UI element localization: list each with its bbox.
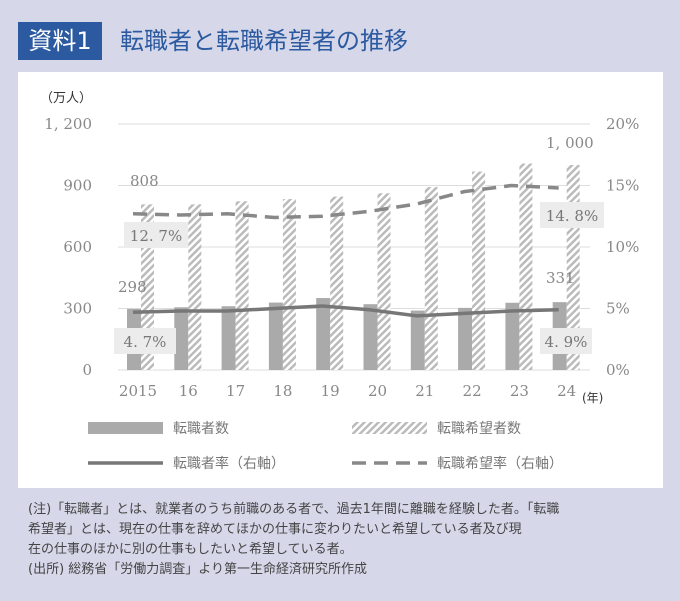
data-label: 808: [130, 172, 159, 190]
bar-kibousha: [472, 171, 486, 370]
legend-label: 転職希望率（右軸）: [437, 455, 563, 472]
x-tick-label: 17: [226, 382, 245, 400]
bar-kibousha: [330, 196, 344, 370]
bar-kibousha: [424, 187, 438, 370]
data-label: 4. 7%: [124, 333, 167, 351]
line-kibou-rate: [132, 183, 559, 220]
legend-swatch-bar: [88, 422, 163, 434]
x-tick-label: 23: [510, 382, 529, 400]
x-axis-unit: (年): [582, 391, 603, 405]
data-label: 331: [546, 269, 575, 287]
legend-swatch-hatched: [352, 422, 427, 434]
figure-badge: 資料1: [18, 22, 102, 60]
x-tick-label: 19: [321, 382, 340, 400]
x-tick-label: 22: [463, 382, 482, 400]
x-tick-label: 16: [179, 382, 198, 400]
data-label: 4. 9%: [545, 333, 588, 351]
legend-label: 転職希望者数: [437, 421, 521, 437]
bar-tenshokusha: [505, 302, 520, 370]
legend-label: 転職者率（右軸）: [173, 455, 285, 472]
bar-kibousha: [235, 201, 249, 370]
footnotes: (注)「転職者」とは、就業者のうち前職のある者で、過去1年間に離職を経験した者。…: [28, 500, 658, 580]
right-tick-label: 20%: [606, 115, 639, 133]
bar-tenshokusha: [363, 304, 378, 370]
x-tick-label: 2015: [119, 382, 157, 400]
bar-tenshokusha: [410, 310, 425, 370]
x-tick-label: 20: [368, 382, 387, 400]
bar-tenshokusha: [268, 302, 283, 370]
bar-tenshokusha: [221, 306, 236, 370]
line-tenshokusha-rate: [132, 304, 559, 318]
data-label: 14. 8%: [546, 207, 598, 225]
left-tick-label: 900: [63, 177, 92, 195]
bar-kibousha: [377, 193, 391, 370]
left-tick-label: 600: [63, 238, 92, 256]
right-tick-label: 15%: [606, 177, 639, 195]
data-label-bg: [540, 202, 604, 228]
data-label-bg: [540, 328, 592, 354]
source-line: (出所) 総務省「労働力調査」より第一生命経済研究所作成: [28, 562, 368, 577]
right-tick-label: 0%: [606, 361, 630, 379]
note-line: (注)「転職者」とは、就業者のうち前職のある者で、過去1年間に離職を経験した者。…: [28, 502, 560, 517]
left-tick-label: 1, 200: [44, 115, 92, 133]
bar-tenshokusha: [174, 307, 189, 370]
x-tick-label: 18: [273, 382, 292, 400]
x-tick-label: 21: [415, 382, 434, 400]
bar-kibousha: [282, 199, 296, 370]
data-label: 1, 000: [546, 134, 594, 152]
data-label: 298: [118, 278, 147, 296]
figure-title: 転職者と転職希望者の推移: [120, 27, 408, 55]
bar-tenshokusha: [458, 307, 473, 370]
right-tick-label: 10%: [606, 238, 639, 256]
bar-kibousha: [519, 163, 533, 370]
note-line: 希望者」とは、現在の仕事を辞めてほかの仕事に変わりたいと希望している者及び現: [28, 522, 522, 537]
right-tick-label: 5%: [606, 300, 630, 318]
legend-label: 転職者数: [173, 421, 229, 437]
left-tick-label: 300: [63, 300, 92, 318]
data-label: 12. 7%: [130, 227, 182, 245]
left-axis-unit: （万人）: [40, 91, 92, 106]
x-tick-label: 24: [557, 382, 576, 400]
data-label-bg: [114, 328, 176, 354]
data-label-bg: [124, 222, 188, 248]
bar-kibousha: [188, 204, 202, 370]
bar-tenshokusha: [316, 298, 331, 370]
left-tick-label: 0: [82, 361, 92, 379]
note-line: 在の仕事のほかに別の仕事もしたいと希望している者。: [28, 542, 353, 557]
